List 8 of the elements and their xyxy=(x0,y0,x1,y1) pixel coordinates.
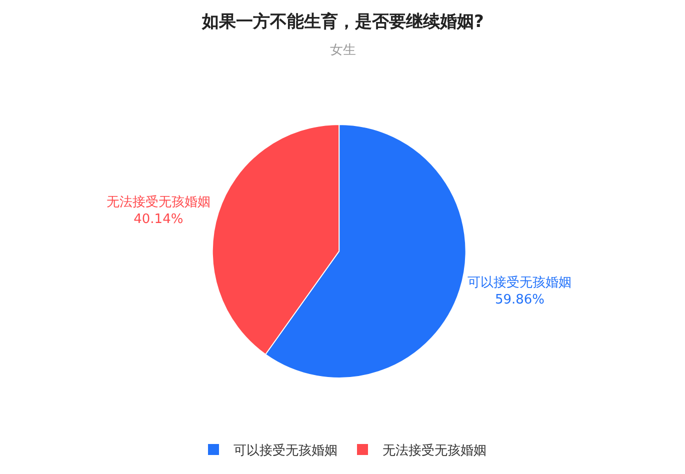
chart-subtitle: 女生 xyxy=(330,43,356,58)
slice-label: 可以接受无孩婚姻 xyxy=(468,275,572,290)
legend-label: 可以接受无孩婚姻 xyxy=(234,444,338,459)
chart-title: 如果一方不能生育，是否要继续婚姻? xyxy=(201,11,484,32)
legend-label: 无法接受无孩婚姻 xyxy=(382,444,486,459)
data-label: 59.86% xyxy=(494,292,545,308)
data-label: 40.14% xyxy=(134,212,184,228)
slice-label: 无法接受无孩婚姻 xyxy=(106,195,210,210)
